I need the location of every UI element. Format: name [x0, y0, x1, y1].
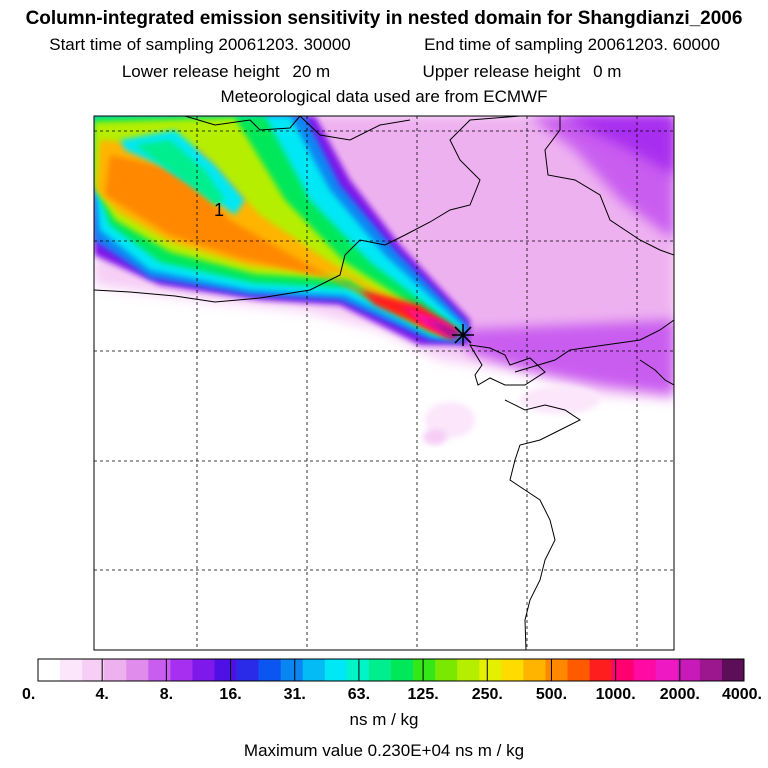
colorbar-swatch [699, 659, 723, 681]
colorbar-swatch [523, 659, 546, 681]
colorbar-tick-label: 8. [160, 686, 173, 703]
receptor-star-icon [452, 324, 474, 346]
colorbar-swatch [655, 659, 679, 681]
colorbar-swatch [236, 659, 259, 681]
colorbar-swatch [170, 659, 193, 681]
colorbar-swatch [38, 659, 61, 681]
colorbar-swatch [104, 659, 127, 681]
meteo-source-line: Meteorological data used are from ECMWF [221, 87, 548, 106]
colorbar-swatch [346, 659, 370, 681]
colorbar-swatch [567, 659, 590, 681]
colorbar-swatch [545, 659, 568, 681]
colorbar [37, 658, 745, 682]
upper-release-value: 0 m [593, 62, 621, 81]
colorbar-tick-label: 0. [22, 686, 35, 703]
colorbar-swatch [302, 659, 326, 681]
colorbar-swatch [148, 659, 171, 681]
lower-release-label: Lower release height [122, 62, 280, 81]
colorbar-swatch [677, 659, 701, 681]
colorbar-swatch [721, 659, 745, 681]
colorbar-unit: ns m / kg [350, 710, 419, 729]
colorbar-swatch [633, 659, 657, 681]
sensitivity-field: 1 [94, 116, 674, 650]
svg-text:Lower release height 20 m: Lower release height 20 m [122, 62, 330, 81]
colorbar-swatch [126, 659, 149, 681]
colorbar-tick-label: 500. [536, 686, 567, 703]
start-time-value: 20061203. 30000 [218, 35, 350, 54]
colorbar-swatch [457, 659, 480, 681]
colorbar-swatch [413, 659, 436, 681]
colorbar-tick-label: 4000. [722, 686, 762, 703]
svg-text:Start time of sampling 200: Start time of sampling 20061203. 30000 [49, 35, 351, 54]
map-grid [94, 116, 674, 650]
colorbar-swatch [479, 659, 502, 681]
maximum-value-line: Maximum value 0.230E+04 ns m / kg [244, 741, 524, 760]
lower-release-value: 20 m [292, 62, 330, 81]
colorbar-swatch [435, 659, 458, 681]
map-frame [93, 115, 675, 651]
colorbar-tick-label: 31. [284, 686, 306, 703]
colorbar-tick-label: 1000. [596, 686, 636, 703]
colorbar-swatch [368, 659, 392, 681]
svg-text:Upper release height 0 m: Upper release height 0 m [423, 62, 622, 81]
svg-text:End time of sampling 20061: End time of sampling 20061203. 60000 [424, 35, 720, 54]
colorbar-tick-label: 63. [348, 686, 370, 703]
colorbar-swatch [214, 659, 237, 681]
colorbar-swatch [611, 659, 634, 681]
colorbar-swatch [501, 659, 524, 681]
colorbar-swatch [192, 659, 215, 681]
colorbar-swatch [589, 659, 612, 681]
contour-label: 1 [214, 200, 224, 220]
colorbar-swatch [82, 659, 105, 681]
colorbar-tick-label: 16. [219, 686, 241, 703]
colorbar-border [37, 658, 745, 682]
colorbar-swatch [391, 659, 414, 681]
map-title: Column-integrated emission sensitivity i… [26, 8, 743, 29]
colorbar-tick-label: 4. [96, 686, 109, 703]
end-time-value: 20061203. 60000 [588, 35, 720, 54]
coastlines [94, 116, 674, 650]
colorbar-tick-label: 2000. [660, 686, 700, 703]
colorbar-swatch [258, 659, 281, 681]
upper-release-label: Upper release height [423, 62, 581, 81]
colorbar-swatch [280, 659, 304, 681]
colorbar-tick-label: 250. [472, 686, 503, 703]
colorbar-tick-label: 125. [408, 686, 439, 703]
end-time-label: End time of sampling [424, 35, 583, 54]
colorbar-tick-labels: 0. 4. 8. 16. 31. 63. 125. 250. 500. 1000. 2000. 400… [22, 686, 762, 703]
colorbar-swatch [324, 659, 348, 681]
start-time-label: Start time of sampling [49, 35, 213, 54]
colorbar-swatch [60, 659, 83, 681]
